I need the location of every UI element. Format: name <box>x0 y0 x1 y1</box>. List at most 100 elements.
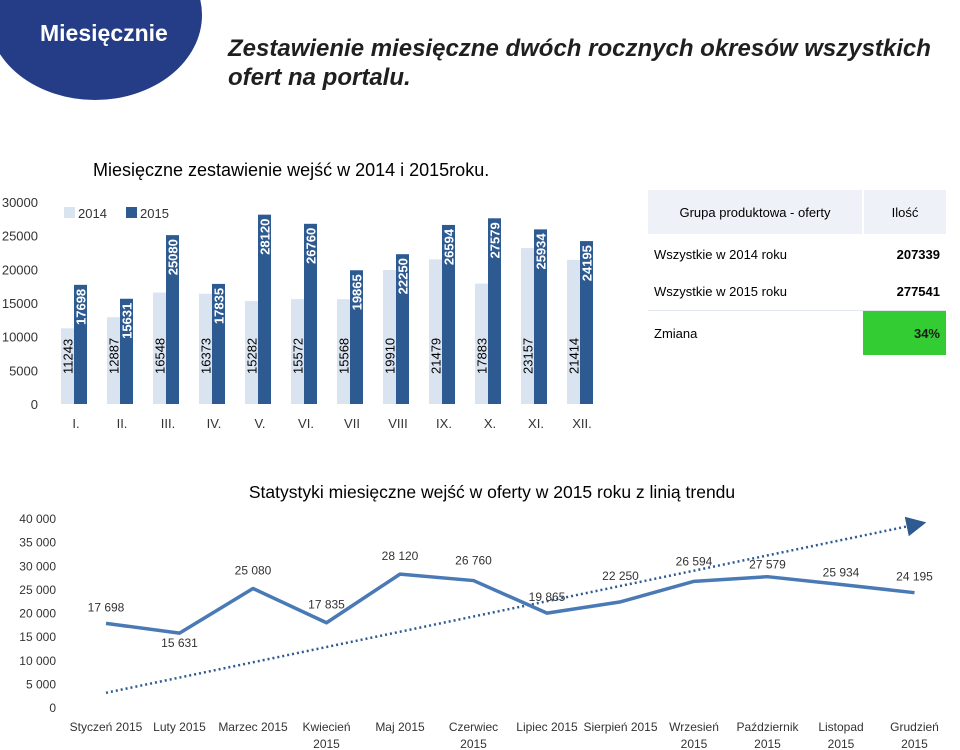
row-value: 207339 <box>863 235 946 273</box>
x-tick-label: Marzec 2015 <box>218 720 288 734</box>
x-tick-label: Kwiecień <box>302 720 350 734</box>
section-label: Miesięcznie <box>40 20 168 46</box>
x-tick-label: Wrzesień <box>669 720 719 734</box>
bar-data-label: 19865 <box>350 274 365 310</box>
bar-data-label: 26760 <box>304 228 319 264</box>
x-tick-label: V. <box>254 416 265 431</box>
bar-data-label: 26594 <box>442 228 457 265</box>
bar-2014 <box>291 299 304 404</box>
bar-data-label: 21479 <box>429 338 444 374</box>
x-tick-label: Grudzień <box>890 720 939 734</box>
bar-data-label: 25080 <box>166 239 181 275</box>
bar-2014 <box>245 301 258 404</box>
y-tick-label: 10000 <box>2 330 38 345</box>
data-label: 15 631 <box>161 636 198 650</box>
bar-data-label: 23157 <box>521 338 536 374</box>
table-row: Wszystkie w 2014 roku 207339 <box>648 235 946 273</box>
bar-2015 <box>534 229 547 404</box>
x-tick-label: VIII <box>388 416 408 431</box>
table-row: Wszystkie w 2015 roku 277541 <box>648 273 946 311</box>
data-label: 22 250 <box>602 569 639 583</box>
data-label: 26 760 <box>455 554 492 568</box>
row-label: Wszystkie w 2014 roku <box>648 235 863 273</box>
bar-data-label: 28120 <box>258 219 273 255</box>
bar-2014 <box>199 293 212 404</box>
bar-data-label: 16373 <box>199 338 214 374</box>
row-label: Zmiana <box>648 310 863 355</box>
column-header-count: Ilość <box>863 190 946 236</box>
bar-2014 <box>107 317 120 404</box>
y-tick-label: 0 <box>49 701 56 715</box>
x-tick-label: IV. <box>207 416 222 431</box>
change-value: 34% <box>863 310 946 355</box>
data-label: 26 594 <box>676 554 713 568</box>
y-tick-label: 10 000 <box>19 654 56 668</box>
y-tick-label: 40 000 <box>19 512 56 526</box>
y-tick-label: 30 000 <box>19 559 56 573</box>
bar-2014 <box>383 269 396 404</box>
bar-2015 <box>350 270 363 404</box>
summary-table: Grupa produktowa - oferty Ilość Wszystki… <box>648 190 946 355</box>
y-tick-label: 25 000 <box>19 583 56 597</box>
x-tick-label: 2015 <box>313 737 340 750</box>
x-tick-label: III. <box>161 416 175 431</box>
bar-chart-title: Miesięczne zestawienie wejść w 2014 i 20… <box>93 160 490 180</box>
bar-data-label: 15572 <box>291 338 306 374</box>
x-tick-label: IX. <box>436 416 452 431</box>
bar-data-label: 16548 <box>153 338 168 374</box>
bar-2015 <box>580 241 593 404</box>
bar-2015 <box>166 235 179 404</box>
y-tick-label: 0 <box>31 397 38 412</box>
bar-2015 <box>488 218 501 404</box>
summary-table-header: Grupa produktowa - oferty Ilość <box>648 190 946 236</box>
row-value: 277541 <box>863 273 946 311</box>
x-tick-label: Sierpień 2015 <box>583 720 657 734</box>
x-tick-label: Czerwiec <box>449 720 498 734</box>
bar-data-label: 17698 <box>74 289 89 325</box>
bar-data-label: 15631 <box>120 303 135 339</box>
bar-data-label: 22250 <box>396 258 411 294</box>
data-label: 17 835 <box>308 598 345 612</box>
x-tick-label: Lipiec 2015 <box>516 720 578 734</box>
bar-2015 <box>258 214 271 404</box>
y-tick-label: 15 000 <box>19 630 56 644</box>
legend-swatch <box>64 207 75 218</box>
bar-data-label: 24195 <box>580 245 595 281</box>
data-label: 25 080 <box>235 563 272 577</box>
column-header-group: Grupa produktowa - oferty <box>648 190 864 236</box>
x-tick-label: I. <box>72 416 79 431</box>
y-tick-label: 20 000 <box>19 607 56 621</box>
x-tick-label: X. <box>484 416 496 431</box>
bar-2014 <box>475 283 488 404</box>
bar-data-label: 17835 <box>212 288 227 324</box>
bar-data-label: 27579 <box>488 222 503 258</box>
legend-label: 2014 <box>78 206 107 221</box>
bar-2014 <box>61 328 74 404</box>
y-tick-label: 30000 <box>2 195 38 210</box>
legend-label: 2015 <box>140 206 169 221</box>
y-tick-label: 5 000 <box>26 677 56 691</box>
data-label: 28 120 <box>382 549 419 563</box>
x-tick-label: Październik <box>736 720 799 734</box>
x-tick-label: VI. <box>298 416 314 431</box>
y-tick-label: 5000 <box>9 363 38 378</box>
bar-data-label: 15568 <box>337 338 352 374</box>
bar-data-label: 25934 <box>534 233 549 270</box>
data-label: 27 579 <box>749 558 786 572</box>
bar-2015 <box>120 298 133 404</box>
bar-2015 <box>304 223 317 404</box>
data-label: 25 934 <box>823 565 860 579</box>
trend-line <box>105 516 927 695</box>
bar-data-label: 15282 <box>245 338 260 374</box>
table-row-change: Zmiana 34% <box>648 310 946 355</box>
bar-2014 <box>429 259 442 404</box>
data-label: 19 865 <box>529 590 566 604</box>
x-tick-label: II. <box>117 416 128 431</box>
bar-data-label: 12887 <box>107 338 122 374</box>
y-tick-label: 35 000 <box>19 536 56 550</box>
bar-chart: 0 5000 10000 15000 20000 25000 30000 11243 17698… <box>2 195 595 431</box>
bar-data-label: 17883 <box>475 338 490 374</box>
data-label: 17 698 <box>88 600 125 614</box>
bar-2014 <box>337 299 350 404</box>
legend-swatch <box>126 207 137 218</box>
